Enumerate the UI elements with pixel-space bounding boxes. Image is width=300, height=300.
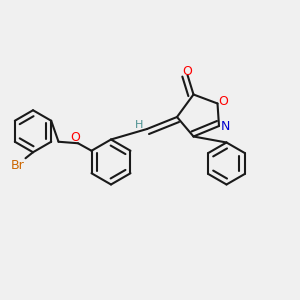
Text: O: O	[183, 65, 192, 78]
Text: O: O	[218, 94, 228, 108]
Text: H: H	[135, 120, 144, 130]
Text: Br: Br	[11, 159, 25, 172]
Text: N: N	[220, 119, 230, 133]
Text: O: O	[71, 131, 81, 144]
